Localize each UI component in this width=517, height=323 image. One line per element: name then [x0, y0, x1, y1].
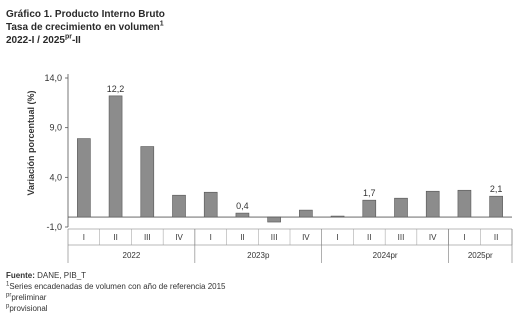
quarter-label: I [83, 233, 85, 242]
year-label: 2022 [123, 251, 141, 260]
bar-13 [457, 189, 472, 218]
y-tick-label: 4,0 [49, 172, 62, 182]
y-tick-label: 14,0 [44, 73, 62, 83]
y-tick-label: -1,0 [46, 222, 62, 232]
bar-11 [394, 197, 408, 218]
quarter-label: I [210, 233, 212, 242]
chart-footer: Fuente: DANE, PIB_T 1Series encadenadas … [6, 270, 226, 314]
bar-8 [299, 209, 313, 218]
y-axis-label: Variación porcentual (%) [26, 90, 36, 195]
chart-period: 2022-I / 2025pr-II [6, 33, 81, 46]
bar-6 [235, 212, 250, 218]
y-tick-label: 9,0 [49, 123, 62, 133]
bar-10 [362, 199, 377, 218]
chart-title: Gráfico 1. Producto Interno Bruto [6, 9, 165, 20]
data-label: 2,1 [490, 184, 503, 194]
quarter-label: IV [175, 233, 183, 242]
quarter-label: II [113, 233, 117, 242]
bar-3 [140, 146, 155, 218]
quarter-label: I [463, 233, 465, 242]
source-line: Fuente: DANE, PIB_T [6, 271, 87, 280]
quarter-label: III [271, 233, 278, 242]
bar-2 [108, 95, 123, 218]
quarter-label: I [336, 233, 338, 242]
bar-layer [77, 95, 503, 223]
bar-12 [425, 190, 440, 218]
chart-subtitle: Tasa de crecimiento en volumen1 [6, 20, 164, 33]
quarter-label: III [144, 233, 151, 242]
quarter-label: IV [302, 233, 310, 242]
quarter-label: II [494, 233, 498, 242]
year-label: 2023p [247, 251, 270, 260]
bar-1 [77, 138, 91, 218]
year-label: 2024pr [373, 251, 398, 260]
footnote-1: 1Series encadenadas de volumen con año d… [6, 281, 226, 291]
quarter-label: IV [429, 233, 437, 242]
data-label: 1,7 [363, 188, 376, 198]
quarter-label: II [240, 233, 244, 242]
quarter-label: II [367, 233, 371, 242]
label-layer: 12,2 0,4 1,7 2,1 [107, 84, 503, 211]
chart-title-block: Gráfico 1. Producto Interno Bruto Tasa d… [6, 8, 165, 47]
footnote-2: prpreliminar [6, 292, 47, 302]
bar-9 [330, 215, 345, 218]
year-label: 2025pr [468, 251, 493, 260]
bar-4 [172, 194, 186, 218]
bar-14 [489, 195, 503, 218]
footnote-3: pprovisional [6, 303, 48, 313]
bar-5 [203, 191, 218, 218]
bar-7 [267, 216, 281, 223]
data-label: 0,4 [236, 201, 249, 211]
data-label: 12,2 [107, 84, 125, 94]
quarter-label: III [398, 233, 405, 242]
